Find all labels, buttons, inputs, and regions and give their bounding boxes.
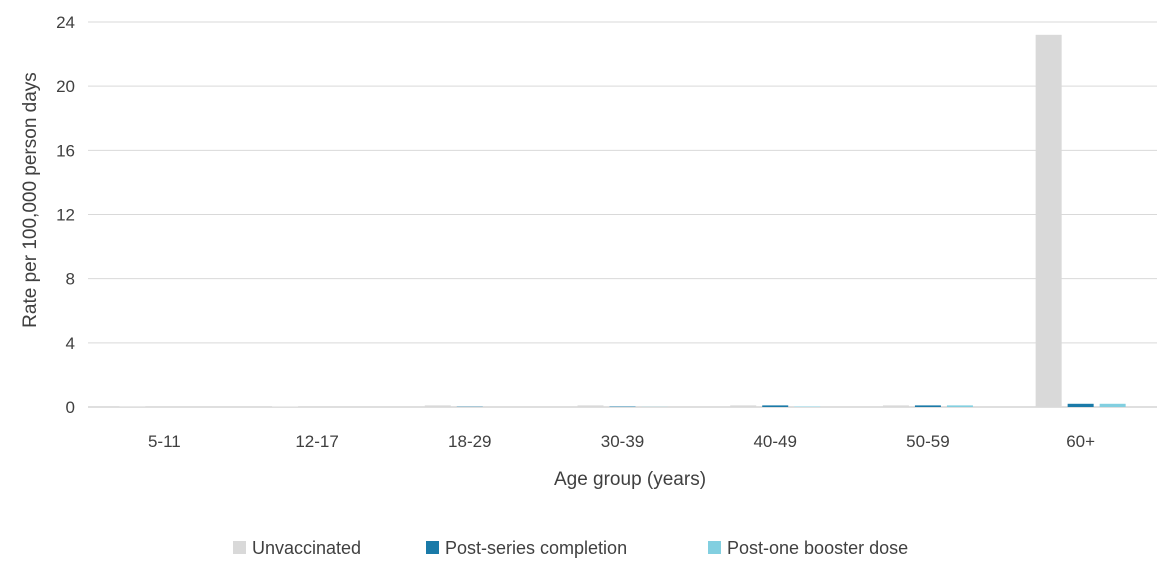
bar xyxy=(1068,404,1094,407)
bars xyxy=(119,35,1125,407)
x-axis-ticks: 5-11 12-17 18-29 30-39 40-49 50-59 60+ xyxy=(148,432,1095,451)
bar xyxy=(762,405,788,407)
x-tick-label: 60+ xyxy=(1066,432,1095,451)
x-tick-label: 12-17 xyxy=(295,432,338,451)
y-tick-label: 24 xyxy=(56,13,75,32)
y-tick-label: 20 xyxy=(56,77,75,96)
y-axis-title: Rate per 100,000 person days xyxy=(20,72,41,328)
legend-swatch xyxy=(708,541,721,554)
bar xyxy=(915,405,941,407)
x-tick-label: 50-59 xyxy=(906,432,949,451)
x-axis-title: Age group (years) xyxy=(554,469,706,490)
y-tick-label: 4 xyxy=(66,334,75,353)
legend-label: Post-series completion xyxy=(445,538,627,558)
bar xyxy=(425,405,451,407)
bar xyxy=(947,405,973,407)
y-tick-label: 0 xyxy=(66,398,75,417)
legend-label: Unvaccinated xyxy=(252,538,361,558)
y-tick-label: 12 xyxy=(56,206,75,225)
legend: Unvaccinated Post-series completion Post-o… xyxy=(233,538,908,558)
legend-item: Post-series completion xyxy=(426,538,627,558)
y-tick-label: 16 xyxy=(56,141,75,160)
y-axis-ticks: 0 4 8 12 16 20 24 xyxy=(56,13,75,417)
bar xyxy=(578,405,604,407)
x-tick-label: 18-29 xyxy=(448,432,491,451)
bar xyxy=(883,405,909,407)
y-tick-label: 8 xyxy=(66,270,75,289)
legend-item: Unvaccinated xyxy=(233,538,361,558)
x-tick-label: 5-11 xyxy=(148,432,181,451)
legend-item: Post-one booster dose xyxy=(708,538,908,558)
gridlines xyxy=(88,22,1157,407)
bar xyxy=(730,405,756,407)
bar xyxy=(1100,404,1126,407)
legend-swatch xyxy=(233,541,246,554)
bar xyxy=(1036,35,1062,407)
x-tick-label: 40-49 xyxy=(753,432,796,451)
x-tick-label: 30-39 xyxy=(601,432,644,451)
legend-label: Post-one booster dose xyxy=(727,538,908,558)
legend-swatch xyxy=(426,541,439,554)
